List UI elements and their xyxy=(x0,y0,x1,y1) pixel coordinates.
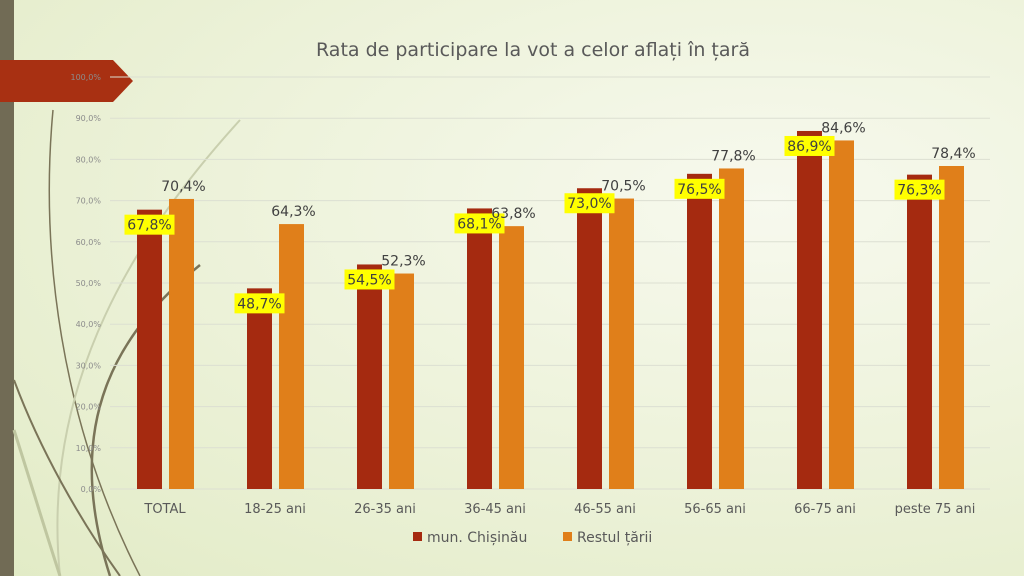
bar-chisinau xyxy=(577,188,602,490)
y-tick-label: 10,0% xyxy=(76,444,102,453)
data-label: 52,3% xyxy=(381,254,425,270)
bar-restul-tarii xyxy=(499,226,524,490)
y-tick-label: 60,0% xyxy=(76,238,102,247)
curve xyxy=(13,379,121,576)
y-tick-label: 80,0% xyxy=(76,155,102,164)
data-label-highlight xyxy=(454,213,505,234)
data-label-highlight xyxy=(344,269,395,290)
legend-label: mun. Chișinău xyxy=(427,530,527,546)
bar-restul-tarii xyxy=(609,198,634,490)
data-label: 77,8% xyxy=(711,148,755,164)
x-category-label: peste 75 ani xyxy=(895,502,976,517)
y-tick-label: 90,0% xyxy=(76,114,102,123)
legend-label: Restul țării xyxy=(577,530,652,546)
bar-restul-tarii xyxy=(719,168,744,490)
bar-chisinau xyxy=(467,208,492,490)
data-label: 86,9% xyxy=(787,139,831,155)
data-label: 70,4% xyxy=(161,179,205,195)
banner-shape xyxy=(0,60,133,102)
data-label-highlight xyxy=(674,178,725,199)
legend-swatch xyxy=(413,532,422,541)
x-category-label: 18-25 ani xyxy=(244,502,306,517)
data-label-highlight xyxy=(234,293,285,314)
x-category-label: 56-65 ani xyxy=(684,502,746,517)
y-tick-label: 20,0% xyxy=(76,403,102,412)
curve xyxy=(12,429,62,576)
curve xyxy=(48,109,141,576)
bar-chisinau xyxy=(797,130,822,490)
data-label: 54,5% xyxy=(347,272,391,288)
y-tick-label: 100,0% xyxy=(70,73,101,82)
y-tick-label: 30,0% xyxy=(76,361,102,370)
data-label-highlight xyxy=(124,214,175,235)
bar-restul-tarii xyxy=(939,165,964,489)
x-category-label: 36-45 ani xyxy=(464,502,526,517)
bar-restul-tarii xyxy=(169,198,194,489)
data-label: 48,7% xyxy=(237,296,281,312)
bar-chisinau xyxy=(137,209,162,489)
x-category-label: TOTAL xyxy=(143,502,186,517)
data-label: 76,3% xyxy=(897,183,941,199)
data-label: 67,8% xyxy=(127,218,171,234)
x-category-label: 46-55 ani xyxy=(574,502,636,517)
data-label-highlight xyxy=(784,135,835,156)
bar-chisinau xyxy=(687,173,712,489)
x-category-label: 66-75 ani xyxy=(794,502,856,517)
data-label: 68,1% xyxy=(457,216,501,232)
bar-chisinau xyxy=(247,288,272,489)
y-tick-label: 70,0% xyxy=(76,197,102,206)
decorative-side-strip xyxy=(0,0,14,576)
data-label: 64,3% xyxy=(271,204,315,220)
data-label: 63,8% xyxy=(491,206,535,222)
bar-chisinau xyxy=(907,174,932,490)
chart-title: Rata de participare la vot a celor aflaț… xyxy=(316,39,750,61)
y-tick-label: 0,0% xyxy=(81,485,102,494)
data-label: 73,0% xyxy=(567,196,611,212)
data-label-highlight xyxy=(564,193,615,214)
data-label: 84,6% xyxy=(821,120,865,136)
bar-restul-tarii xyxy=(279,224,304,490)
legend-swatch xyxy=(563,532,572,541)
data-label-highlight xyxy=(894,179,945,200)
data-label: 70,5% xyxy=(601,179,645,195)
data-label: 78,4% xyxy=(931,146,975,162)
bar-chisinau xyxy=(357,264,382,489)
legend: mun. Chișinău Restul țării xyxy=(413,530,652,546)
y-tick-label: 40,0% xyxy=(76,320,102,329)
x-category-label: 26-35 ani xyxy=(354,502,416,517)
bar-restul-tarii xyxy=(829,140,854,489)
data-label: 76,5% xyxy=(677,182,721,198)
y-tick-label: 50,0% xyxy=(76,279,102,288)
curve xyxy=(56,119,241,576)
bar-restul-tarii xyxy=(389,273,414,489)
